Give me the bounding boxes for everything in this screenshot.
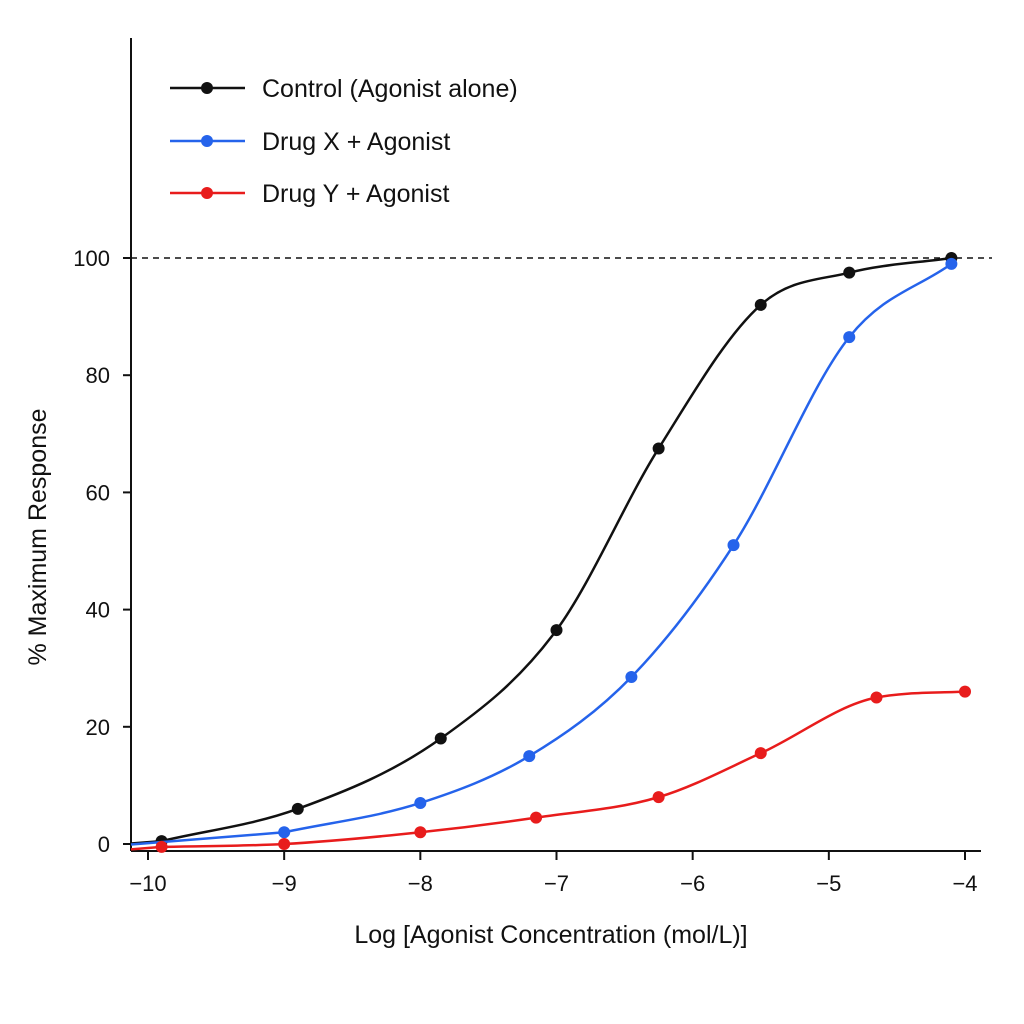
data-point: [843, 266, 856, 279]
x-tick-label: −6: [680, 871, 705, 896]
legend-swatch-marker: [201, 135, 213, 147]
legend-label: Drug X + Agonist: [262, 128, 450, 156]
data-point: [959, 685, 971, 698]
legend-label: Drug Y + Agonist: [262, 180, 449, 208]
data-point: [754, 747, 767, 760]
x-tick-label: −5: [816, 871, 841, 896]
data-point: [652, 791, 665, 804]
y-tick-label: 60: [86, 480, 110, 505]
x-tick-label: −4: [952, 871, 977, 896]
data-point: [945, 257, 958, 270]
legend-item: Drug Y + Agonist: [170, 180, 449, 208]
y-axis-title: % Maximum Response: [24, 408, 52, 665]
axes: [130, 38, 981, 852]
series-layer: [130, 252, 971, 853]
series-1: [130, 252, 958, 848]
y-tick-label: 80: [86, 363, 110, 388]
legend-swatch-marker: [201, 187, 213, 199]
x-axis-title: Log [Agonist Concentration (mol/L)]: [354, 921, 747, 949]
data-point: [843, 331, 856, 344]
x-tick-label: −7: [544, 871, 569, 896]
data-point: [414, 826, 427, 839]
series-3: [130, 685, 971, 853]
y-tick-label: 40: [86, 598, 110, 623]
y-tick-label: 20: [86, 715, 110, 740]
data-point: [523, 750, 536, 763]
y-tick-label: 0: [98, 832, 110, 857]
series-line-lead: [130, 831, 285, 846]
data-point: [414, 796, 427, 809]
x-tick-label: −10: [129, 871, 166, 896]
data-point: [754, 298, 767, 311]
data-point: [530, 811, 543, 824]
ticks: 0 20 40 60 80 100 −10 −9 −8 −7 −6 −5 −4: [73, 246, 977, 896]
data-point: [278, 826, 291, 839]
data-point: [727, 539, 740, 552]
legend-item: Control (Agonist alone): [170, 75, 518, 103]
legend-swatch-marker: [201, 82, 213, 94]
data-point: [155, 840, 168, 853]
y-tick-label: 100: [73, 246, 110, 271]
data-point: [625, 670, 638, 683]
data-point: [550, 624, 563, 637]
data-point: [652, 442, 665, 455]
series-line: [161, 256, 952, 843]
x-tick-label: −9: [272, 871, 297, 896]
legend-label: Control (Agonist alone): [262, 75, 518, 103]
series-line: [283, 262, 953, 834]
series-line: [161, 690, 966, 849]
data-point: [434, 732, 447, 745]
series-2: [130, 257, 958, 846]
legend-item: Drug X + Agonist: [170, 128, 450, 156]
x-tick-label: −8: [408, 871, 433, 896]
data-point: [291, 802, 304, 815]
data-point: [870, 691, 883, 704]
legend: Control (Agonist alone) Drug X + Agonist D…: [170, 75, 518, 208]
data-point: [278, 838, 291, 850]
